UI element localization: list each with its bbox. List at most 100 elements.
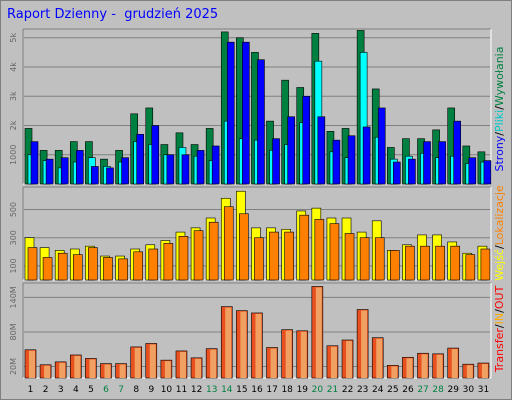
- panel-3-bar-highlight-day-30: [466, 365, 473, 378]
- panel-1-bar-strony-day-19: [302, 95, 311, 185]
- panel-1-bar-strony-day-13: [211, 145, 220, 185]
- day-label-2: 2: [43, 385, 49, 395]
- panel-3-bar-highlight-day-2: [44, 365, 51, 378]
- day-label-16: 16: [251, 385, 263, 395]
- panel-3-bar-highlight-day-11: [179, 351, 186, 378]
- legend-bottom-part: /: [493, 324, 506, 328]
- panel-3-bar-highlight-day-5: [89, 359, 96, 378]
- panel-1-bar-strony-day-8: [136, 133, 144, 185]
- panel-1-bar-strony-day-4: [75, 150, 84, 185]
- panel-3-bar-highlight-day-15: [240, 311, 247, 378]
- panel-2-bar-lokalizacje-day-15: [239, 213, 249, 281]
- legend-middle-part: Lokalizacje: [493, 185, 506, 245]
- legend-middle: Wejść/Lokalizacje: [493, 185, 506, 281]
- day-label-11: 11: [176, 385, 187, 395]
- panel-1-bar-strony-day-30: [468, 157, 477, 185]
- day-label-18: 18: [281, 385, 293, 395]
- panel-1-bar-strony-day-10: [166, 154, 175, 185]
- panel-3-bar-highlight-day-8: [134, 347, 141, 378]
- panel-2-bar-lokalizacje-day-7: [118, 258, 128, 281]
- panel-1-bar-strony-day-5: [91, 166, 99, 185]
- day-label-22: 22: [342, 385, 353, 395]
- day-label-17: 17: [266, 385, 277, 395]
- panel-2-bar-lokalizacje-day-24: [374, 237, 385, 281]
- panel-1-bar-strony-day-14: [226, 41, 235, 185]
- day-label-13: 13: [206, 385, 217, 395]
- day-label-24: 24: [372, 385, 384, 395]
- panel-3-bar-highlight-day-24: [376, 338, 383, 378]
- panel-3-bar-highlight-day-7: [119, 364, 126, 378]
- panel-2-tick-label: 300: [9, 230, 18, 245]
- day-label-12: 12: [191, 385, 202, 395]
- legend-top-part: Wywołania: [493, 47, 506, 107]
- day-label-5: 5: [88, 385, 94, 395]
- panel-1-bar-strony-day-22: [347, 135, 356, 185]
- panel-1-bar-strony-day-11: [181, 154, 190, 185]
- panel-2-bar-lokalizacje-day-30: [465, 254, 476, 281]
- panel-1-tick-label: 3k: [9, 91, 18, 101]
- panel-2-bar-lokalizacje-day-22: [344, 233, 355, 281]
- legend-middle-part: Wejść: [493, 249, 506, 281]
- day-label-3: 3: [58, 385, 64, 395]
- legend-bottom-part: /: [493, 309, 506, 313]
- panel-3-bar-highlight-day-13: [210, 349, 217, 378]
- panel-3-bar-highlight-day-27: [421, 354, 428, 378]
- panel-2-bar-lokalizacje-day-18: [284, 231, 294, 281]
- legend-top-part: /: [493, 132, 506, 136]
- legend-top: Strony/Pliki/Wywołania: [493, 47, 506, 172]
- panel-2-bar-lokalizacje-day-23: [359, 237, 370, 281]
- day-label-26: 26: [402, 385, 414, 395]
- panel-3-bar-highlight-day-19: [300, 331, 307, 378]
- panel-3-bar-highlight-day-25: [391, 366, 398, 378]
- panel-2-bar-lokalizacje-day-4: [72, 254, 83, 281]
- panel-2-bar-lokalizacje-day-26: [405, 245, 415, 281]
- panel-2-bar-lokalizacje-day-21: [329, 223, 340, 281]
- panel-2-bar-lokalizacje-day-13: [208, 221, 219, 281]
- panel-1-tick-label: 4k: [9, 62, 18, 72]
- day-label-8: 8: [133, 385, 139, 395]
- panel-2-bar-lokalizacje-day-8: [133, 251, 143, 281]
- day-label-9: 9: [148, 385, 154, 395]
- panel-3-bar-highlight-day-16: [255, 313, 262, 378]
- panel-2-bar-lokalizacje-day-5: [88, 247, 98, 281]
- panel-3-bar-highlight-day-9: [149, 344, 156, 378]
- legend-bottom-part: OUT: [493, 285, 506, 309]
- panel-3-tick-label: 80M: [9, 323, 18, 340]
- panel-3-bar-highlight-day-22: [346, 341, 353, 378]
- panel-2-bar-lokalizacje-day-17: [269, 231, 279, 281]
- day-label-29: 29: [448, 385, 460, 395]
- day-label-20: 20: [312, 385, 324, 395]
- panel-3-bar-highlight-day-23: [361, 310, 368, 378]
- panel-1-bar-strony-day-31: [483, 160, 492, 185]
- panel-1-tick-label: 2k: [9, 120, 18, 130]
- panel-1-bar-strony-day-26: [408, 158, 416, 185]
- day-label-6: 6: [103, 385, 109, 395]
- panel-2-bar-lokalizacje-day-20: [314, 219, 325, 281]
- panel-1-bar-strony-day-2: [45, 158, 54, 185]
- panel-1-bar-strony-day-1: [30, 141, 39, 185]
- panel-3-bar-highlight-day-17: [270, 348, 277, 378]
- legend-top-part: Strony: [493, 135, 506, 171]
- panel-1-bar-strony-day-24: [377, 107, 386, 185]
- day-label-21: 21: [327, 385, 338, 395]
- panel-1-tick-label: 5k: [9, 33, 18, 43]
- panel-2-bar-lokalizacje-day-1: [27, 247, 38, 281]
- day-label-7: 7: [118, 385, 124, 395]
- chart-title: Raport Dzienny - grudzień 2025: [7, 7, 219, 22]
- panel-2-bar-lokalizacje-day-16: [254, 237, 264, 281]
- panel-3-bar-highlight-day-3: [59, 362, 66, 378]
- panel-2-bar-lokalizacje-day-11: [178, 236, 189, 281]
- panel-1-bar-strony-day-3: [60, 157, 69, 185]
- panel-2-bar-lokalizacje-day-3: [57, 252, 68, 281]
- panel-1-bar-strony-day-28: [438, 141, 446, 185]
- panel-3-bar-highlight-day-14: [225, 307, 232, 378]
- panel-1-bar-strony-day-6: [106, 167, 114, 185]
- panel-3-bar-highlight-day-21: [330, 346, 337, 378]
- legend-top-part: /: [493, 106, 506, 110]
- panel-1-bar-strony-day-15: [242, 41, 250, 185]
- day-label-27: 27: [417, 385, 428, 395]
- panel-3-bar-highlight-day-10: [164, 361, 171, 378]
- panel-2-tick-label: 100: [9, 258, 18, 273]
